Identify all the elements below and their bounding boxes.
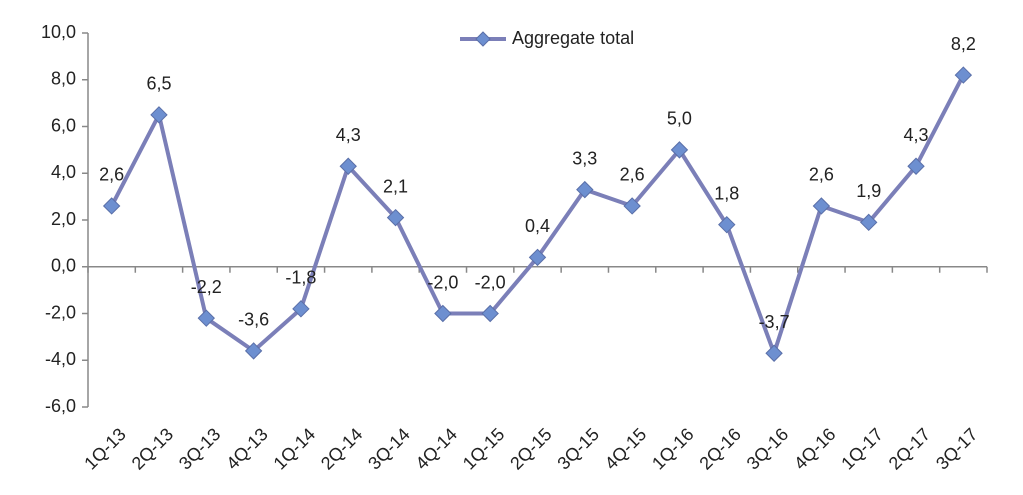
data-point xyxy=(150,106,168,124)
data-label: 4,3 xyxy=(336,125,361,145)
y-tick-label: 10,0 xyxy=(41,22,76,42)
data-point xyxy=(102,197,121,215)
x-tick-label: 1Q-15 xyxy=(459,424,509,474)
data-point xyxy=(197,309,215,327)
data-point xyxy=(481,304,499,323)
data-label: 2,1 xyxy=(383,176,408,196)
data-point xyxy=(670,141,689,159)
data-label: -2,2 xyxy=(191,277,222,297)
data-point xyxy=(954,66,973,84)
x-tick-label: 3Q-15 xyxy=(553,424,603,474)
data-label: -3,6 xyxy=(238,310,269,330)
x-tick-label: 2Q-14 xyxy=(317,424,367,474)
y-tick-label: 4,0 xyxy=(51,162,76,182)
x-tick-label: 4Q-13 xyxy=(222,424,272,474)
x-tick-label: 4Q-16 xyxy=(790,424,840,474)
data-point xyxy=(528,248,547,267)
data-label: 3,3 xyxy=(572,148,597,168)
data-label: 8,2 xyxy=(951,34,976,54)
data-label: 0,4 xyxy=(525,216,550,236)
x-tick-label: 1Q-16 xyxy=(648,424,698,474)
x-tick-label: 4Q-15 xyxy=(601,424,651,474)
data-point xyxy=(812,197,831,215)
data-point xyxy=(292,300,310,318)
data-label: 2,6 xyxy=(620,165,645,185)
y-tick-label: 2,0 xyxy=(51,209,76,229)
x-tick-label: 2Q-17 xyxy=(885,424,935,474)
y-tick-label: 8,0 xyxy=(51,69,76,89)
y-tick-label: -4,0 xyxy=(45,349,76,369)
x-tick-label: 1Q-13 xyxy=(80,424,130,474)
x-tick-label: 1Q-14 xyxy=(270,424,320,474)
data-label: 2,6 xyxy=(99,165,124,185)
data-label: 1,8 xyxy=(714,183,739,203)
x-tick-label: 2Q-13 xyxy=(128,424,178,474)
data-label: 5,0 xyxy=(667,109,692,129)
y-tick-label: 0,0 xyxy=(51,256,76,276)
x-tick-label: 3Q-13 xyxy=(175,424,225,474)
data-label: -1,8 xyxy=(285,268,316,288)
x-tick-label: 3Q-14 xyxy=(364,424,414,474)
data-point xyxy=(765,344,783,362)
x-tick-label: 2Q-15 xyxy=(506,424,556,474)
data-point xyxy=(860,213,878,232)
data-point xyxy=(576,180,594,199)
data-label: -2,0 xyxy=(475,272,506,292)
data-label: 4,3 xyxy=(904,125,929,145)
data-point xyxy=(339,157,357,175)
data-point xyxy=(907,157,925,175)
data-label: 1,9 xyxy=(856,181,881,201)
data-point xyxy=(244,342,263,360)
data-point xyxy=(623,197,641,215)
y-tick-label: -6,0 xyxy=(45,396,76,416)
data-point xyxy=(386,208,405,227)
data-label: 6,5 xyxy=(146,74,171,94)
data-label: 2,6 xyxy=(809,165,834,185)
x-tick-label: 1Q-17 xyxy=(837,424,887,474)
y-tick-label: -2,0 xyxy=(45,302,76,322)
data-point xyxy=(434,304,452,323)
data-point xyxy=(718,215,736,234)
legend-marker xyxy=(475,31,491,47)
data-label: -2,0 xyxy=(427,272,458,292)
x-tick-label: 3Q-16 xyxy=(743,424,793,474)
legend-label: Aggregate total xyxy=(512,28,634,48)
data-label: -3,7 xyxy=(759,312,790,332)
y-tick-label: 6,0 xyxy=(51,115,76,135)
x-tick-label: 2Q-16 xyxy=(695,424,745,474)
x-tick-label: 3Q-17 xyxy=(932,424,982,474)
x-tick-label: 4Q-14 xyxy=(412,424,462,474)
